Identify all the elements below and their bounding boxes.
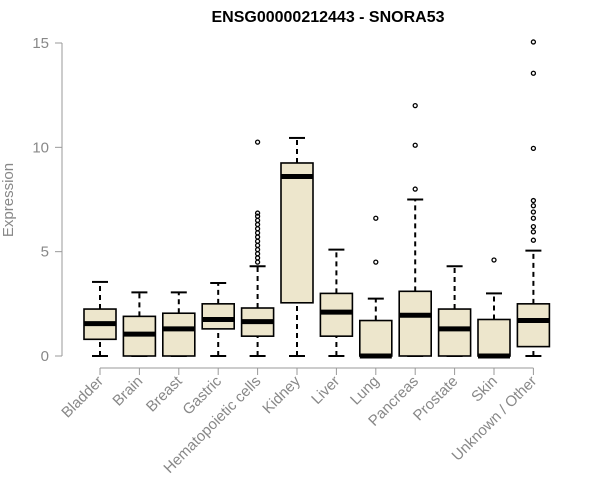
- box-rect: [319, 292, 354, 337]
- box-prostate: [437, 265, 472, 357]
- box-gastric: [201, 281, 235, 357]
- outlier-point: [530, 215, 537, 221]
- x-tick-label: Breast: [143, 372, 186, 415]
- box-brain: [122, 291, 157, 357]
- outlier-point: [530, 197, 537, 204]
- outlier-point: [530, 229, 537, 235]
- y-tick-label: 0: [41, 348, 49, 365]
- box-bladder: [83, 280, 117, 357]
- box-liver: [319, 248, 354, 357]
- x-tick-label: Liver: [308, 373, 343, 408]
- outlier-point: [254, 210, 261, 216]
- outlier-point: [254, 259, 261, 265]
- outlier-point: [530, 237, 537, 243]
- outlier-point: [254, 242, 261, 249]
- outlier-point: [412, 142, 418, 148]
- outlier-point: [254, 230, 261, 236]
- outlier-point: [412, 186, 418, 192]
- box-skin: [477, 257, 511, 359]
- y-tick-label: 5: [41, 244, 49, 261]
- box-rect: [398, 290, 433, 357]
- y-tick-label: 10: [32, 139, 49, 156]
- y-axis: 0 5 10 15: [32, 35, 63, 365]
- outlier-point: [254, 213, 261, 219]
- box-rect: [280, 162, 314, 304]
- box-rect: [437, 308, 472, 357]
- box-unknown-other: [516, 39, 551, 357]
- box-rect: [358, 319, 393, 357]
- box-rect: [516, 303, 551, 348]
- outlier-point: [530, 145, 537, 152]
- outlier-point: [254, 234, 261, 240]
- outlier-point: [254, 226, 261, 232]
- x-tick-label: Lung: [347, 373, 383, 409]
- outlier-point: [530, 70, 537, 76]
- outlier-point: [254, 246, 261, 253]
- box-kidney: [280, 136, 314, 357]
- box-breast: [162, 291, 196, 357]
- outlier-point: [373, 259, 379, 265]
- box-rect: [162, 312, 196, 357]
- outlier-point: [530, 203, 537, 209]
- y-tick-label: 15: [32, 35, 49, 52]
- x-tick-label: Brain: [109, 373, 146, 410]
- x-tick-label: Kidney: [259, 372, 304, 417]
- outlier-point: [412, 102, 418, 109]
- outlier-point: [254, 217, 261, 224]
- outlier-point: [530, 223, 537, 230]
- chart-title: ENSG00000212443 - SNORA53: [211, 9, 444, 26]
- box-rect: [201, 303, 235, 330]
- outlier-point: [530, 209, 537, 215]
- box-rect: [477, 318, 511, 357]
- outlier-point: [530, 39, 537, 45]
- outlier-point: [254, 238, 261, 244]
- outlier-point: [254, 139, 261, 145]
- x-tick-label: Bladder: [58, 373, 107, 422]
- box-series: [83, 39, 551, 359]
- outlier-point: [254, 221, 261, 228]
- outlier-point: [373, 215, 379, 221]
- y-axis-label: Expression: [0, 163, 17, 237]
- box-hematopoietic-cells: [240, 139, 275, 357]
- box-pancreas: [398, 102, 433, 357]
- outlier-point: [254, 255, 261, 261]
- outlier-point: [491, 257, 497, 263]
- box-lung: [358, 215, 393, 359]
- x-tick-label: Skin: [468, 373, 501, 406]
- outlier-point: [254, 251, 261, 257]
